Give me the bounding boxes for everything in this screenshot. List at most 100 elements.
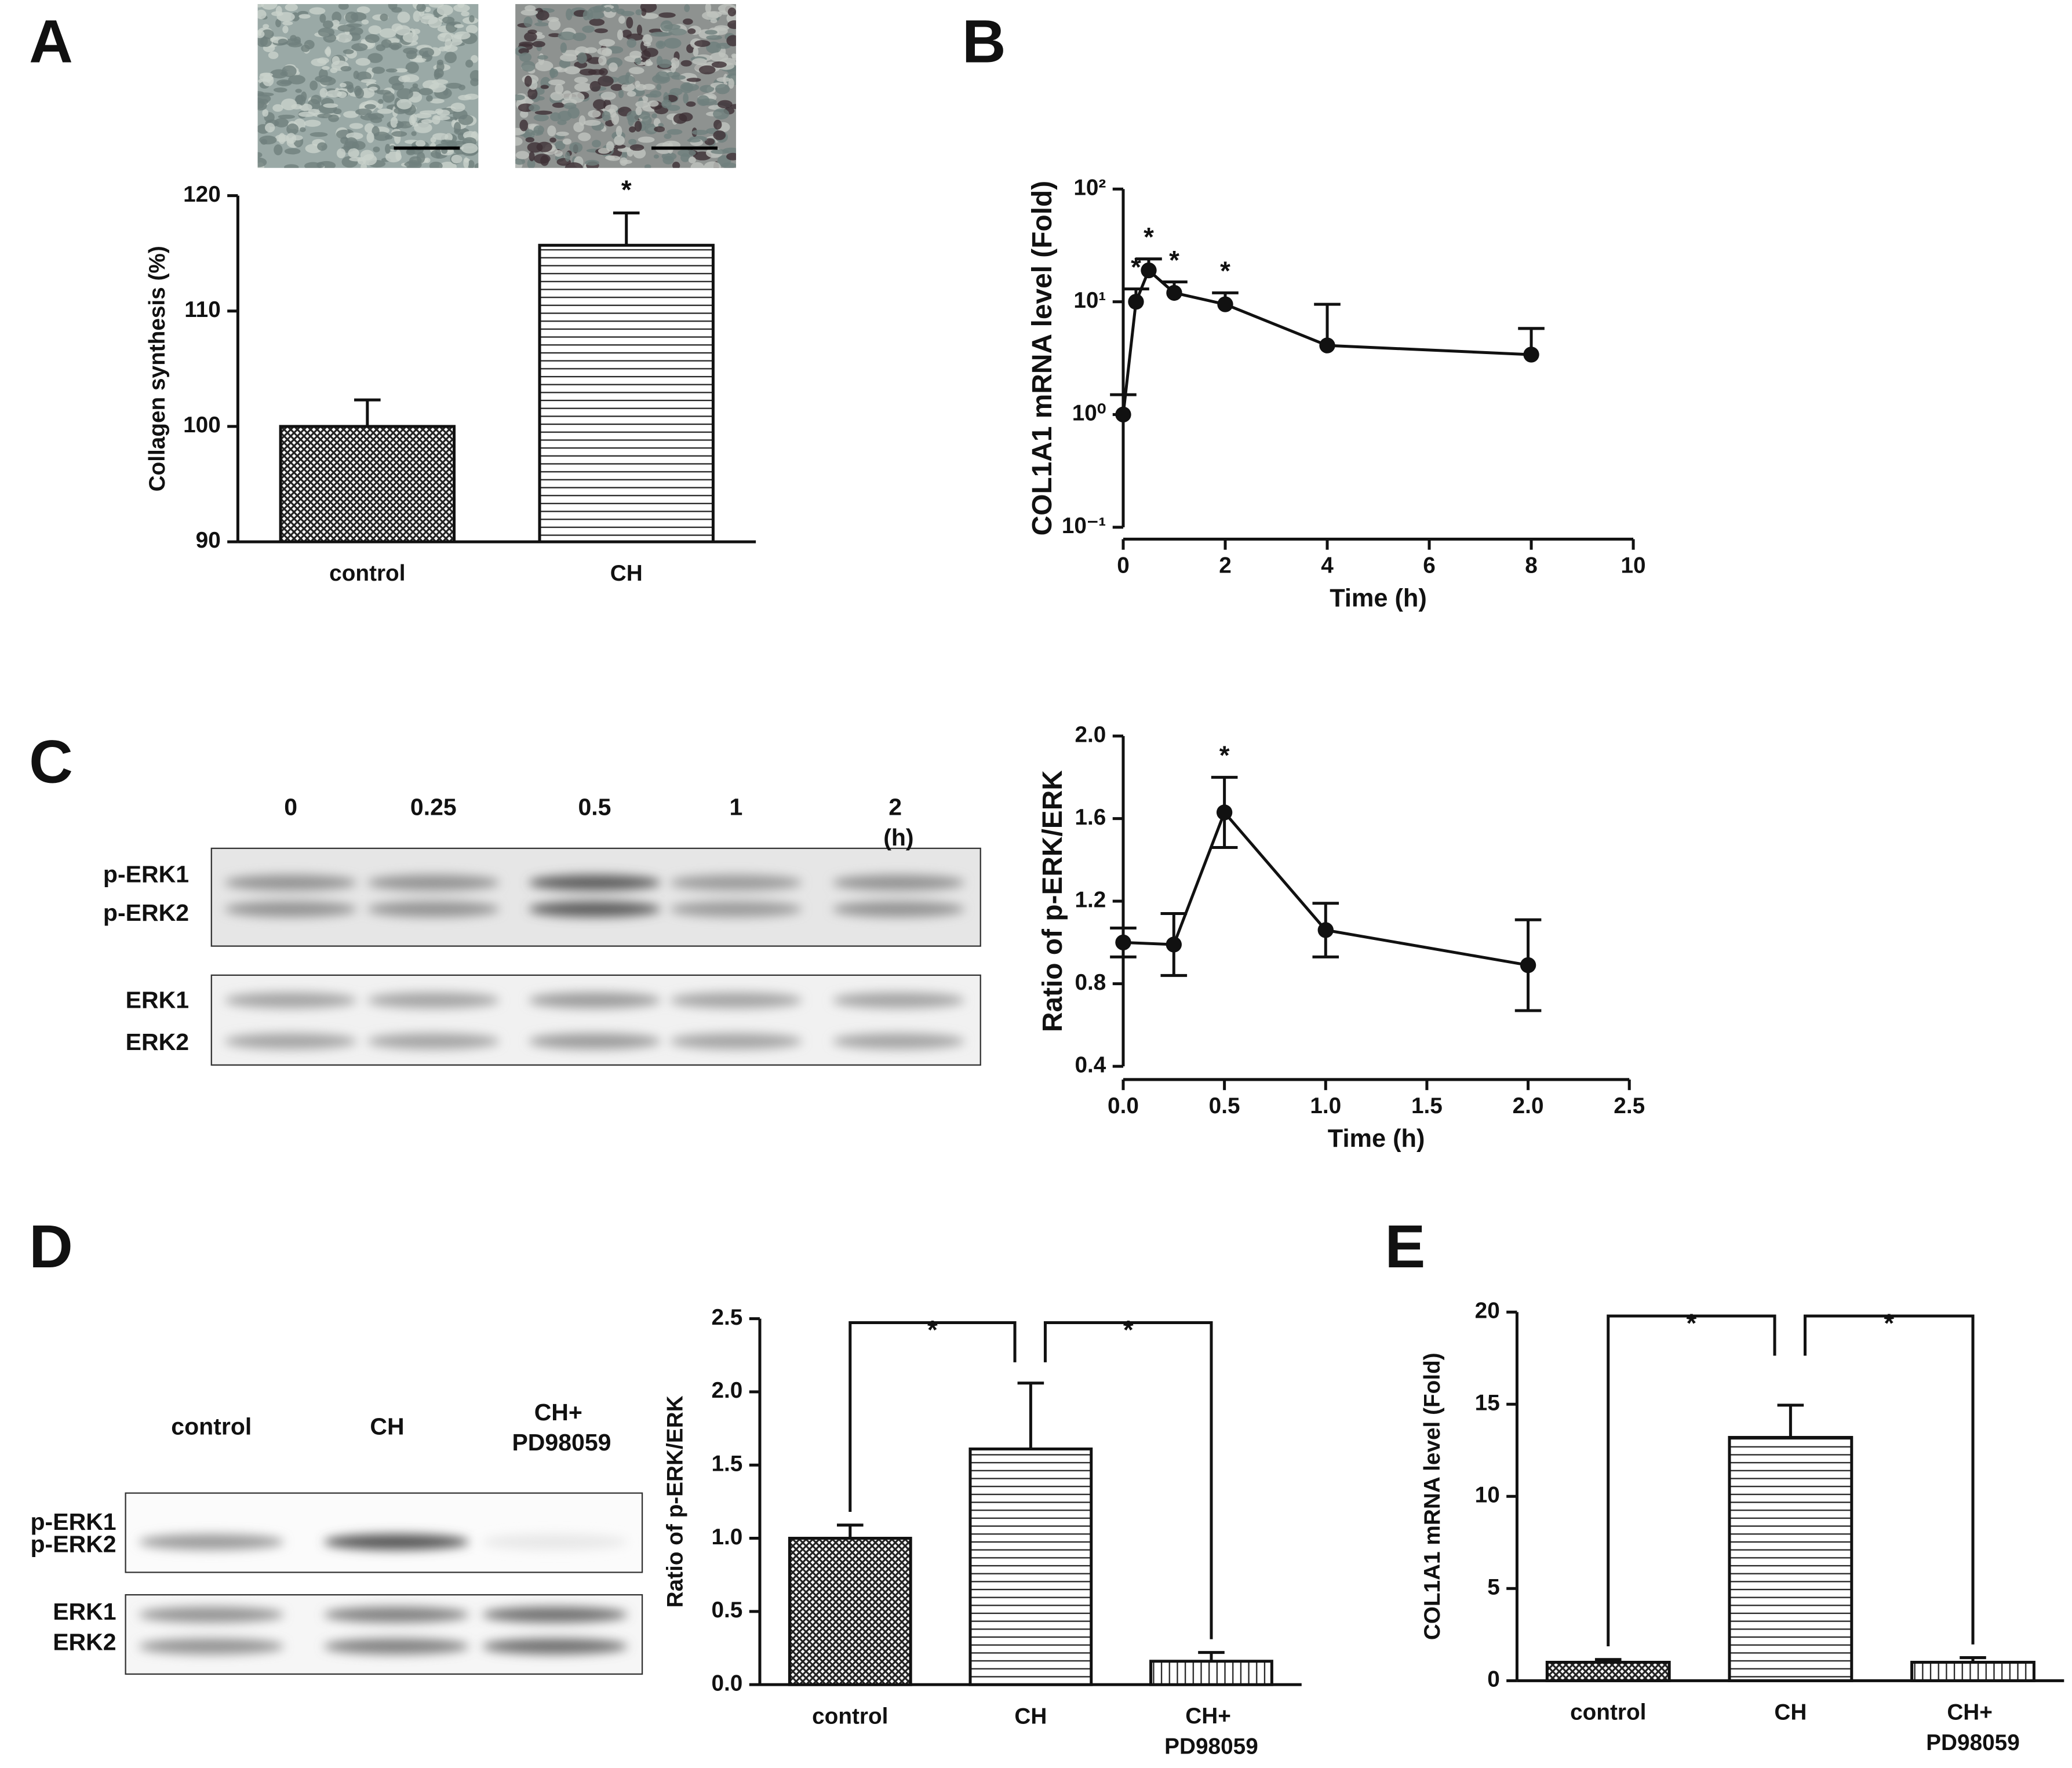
cell bbox=[585, 47, 598, 53]
cell bbox=[385, 144, 391, 154]
cell bbox=[709, 52, 729, 62]
cell bbox=[261, 29, 274, 39]
y-tick-label: 20 bbox=[1475, 1298, 1500, 1323]
cell bbox=[554, 150, 563, 157]
cell bbox=[574, 82, 592, 92]
cell bbox=[713, 119, 722, 130]
cell bbox=[338, 4, 349, 10]
cell bbox=[322, 65, 330, 70]
cell bbox=[686, 101, 696, 107]
cell bbox=[702, 11, 719, 20]
cell bbox=[721, 162, 736, 168]
cell bbox=[272, 104, 283, 112]
cell bbox=[589, 81, 601, 92]
blot-band bbox=[224, 1033, 357, 1049]
significance-label: * bbox=[1123, 1315, 1134, 1344]
x-tick-label: CH+ PD98059 bbox=[1164, 1704, 1258, 1759]
cell bbox=[727, 7, 736, 17]
cell bbox=[728, 78, 734, 89]
cell bbox=[589, 11, 605, 19]
cell bbox=[521, 61, 536, 72]
cell bbox=[366, 132, 374, 143]
cell bbox=[298, 111, 316, 117]
cell bbox=[416, 151, 425, 163]
cell bbox=[436, 61, 445, 72]
cell bbox=[606, 141, 614, 152]
cell bbox=[519, 119, 529, 132]
cell bbox=[523, 16, 533, 27]
band-label: ERK2 bbox=[126, 1029, 189, 1055]
cell bbox=[309, 80, 318, 90]
cell bbox=[317, 142, 327, 151]
cell bbox=[629, 144, 644, 151]
cell bbox=[600, 92, 616, 100]
panel-label: C bbox=[29, 728, 73, 796]
cell bbox=[565, 151, 570, 162]
blot-band bbox=[832, 1033, 965, 1049]
significance-label: * bbox=[927, 1315, 938, 1344]
cell bbox=[268, 51, 279, 59]
cell bbox=[626, 17, 633, 29]
cell bbox=[295, 89, 302, 93]
cell bbox=[356, 71, 372, 82]
blot-band bbox=[832, 874, 965, 891]
y-tick-label: 5 bbox=[1487, 1575, 1500, 1600]
cell bbox=[259, 135, 277, 145]
cell bbox=[261, 4, 278, 10]
y-axis-label: COL1A1 mRNA level (Fold) bbox=[1027, 181, 1058, 536]
x-tick-label: 0 bbox=[1117, 553, 1130, 578]
micrograph-texture bbox=[515, 4, 736, 168]
cell bbox=[309, 7, 326, 15]
cell bbox=[275, 6, 282, 16]
cell bbox=[470, 78, 479, 86]
cell bbox=[614, 135, 625, 146]
band-label: p-ERK2 bbox=[103, 899, 189, 926]
cell bbox=[337, 24, 356, 32]
cell bbox=[620, 159, 632, 165]
cell bbox=[562, 90, 572, 101]
cell bbox=[693, 46, 699, 57]
data-point bbox=[1523, 347, 1539, 363]
blot-band bbox=[224, 901, 357, 917]
cell bbox=[527, 158, 536, 168]
significance-bracket bbox=[1607, 1314, 1776, 1646]
cell bbox=[566, 8, 573, 20]
y-axis-label: Collagen synthesis (%) bbox=[145, 246, 170, 491]
cell bbox=[424, 158, 431, 163]
cell bbox=[431, 79, 449, 85]
cell bbox=[453, 122, 461, 133]
bar bbox=[1910, 1661, 2035, 1682]
blot-band bbox=[139, 1638, 285, 1654]
cell bbox=[435, 108, 443, 114]
cell bbox=[680, 60, 692, 67]
error-bar bbox=[613, 211, 640, 246]
cell bbox=[691, 129, 709, 136]
cell bbox=[635, 100, 650, 108]
cell bbox=[602, 48, 612, 57]
cell bbox=[373, 146, 380, 152]
cell bbox=[281, 99, 297, 111]
cell bbox=[411, 131, 417, 136]
blot-band bbox=[482, 1638, 628, 1654]
cell bbox=[616, 8, 625, 14]
cell bbox=[656, 41, 666, 49]
cell bbox=[565, 162, 583, 168]
cell bbox=[667, 129, 683, 135]
cell bbox=[435, 148, 441, 159]
cell bbox=[599, 68, 608, 76]
cell bbox=[383, 92, 395, 103]
cell bbox=[276, 79, 292, 86]
y-tick-label: 0.4 bbox=[1075, 1052, 1106, 1077]
cell bbox=[716, 42, 731, 49]
cell bbox=[527, 88, 538, 100]
cell bbox=[658, 59, 672, 68]
cell bbox=[554, 141, 566, 151]
cell bbox=[556, 132, 569, 136]
cell bbox=[364, 104, 376, 110]
cell bbox=[653, 154, 660, 159]
cell bbox=[336, 32, 352, 43]
x-tick-label: 6 bbox=[1423, 553, 1436, 578]
cell bbox=[560, 42, 567, 53]
bar bbox=[1149, 1660, 1273, 1686]
cell bbox=[319, 88, 328, 98]
